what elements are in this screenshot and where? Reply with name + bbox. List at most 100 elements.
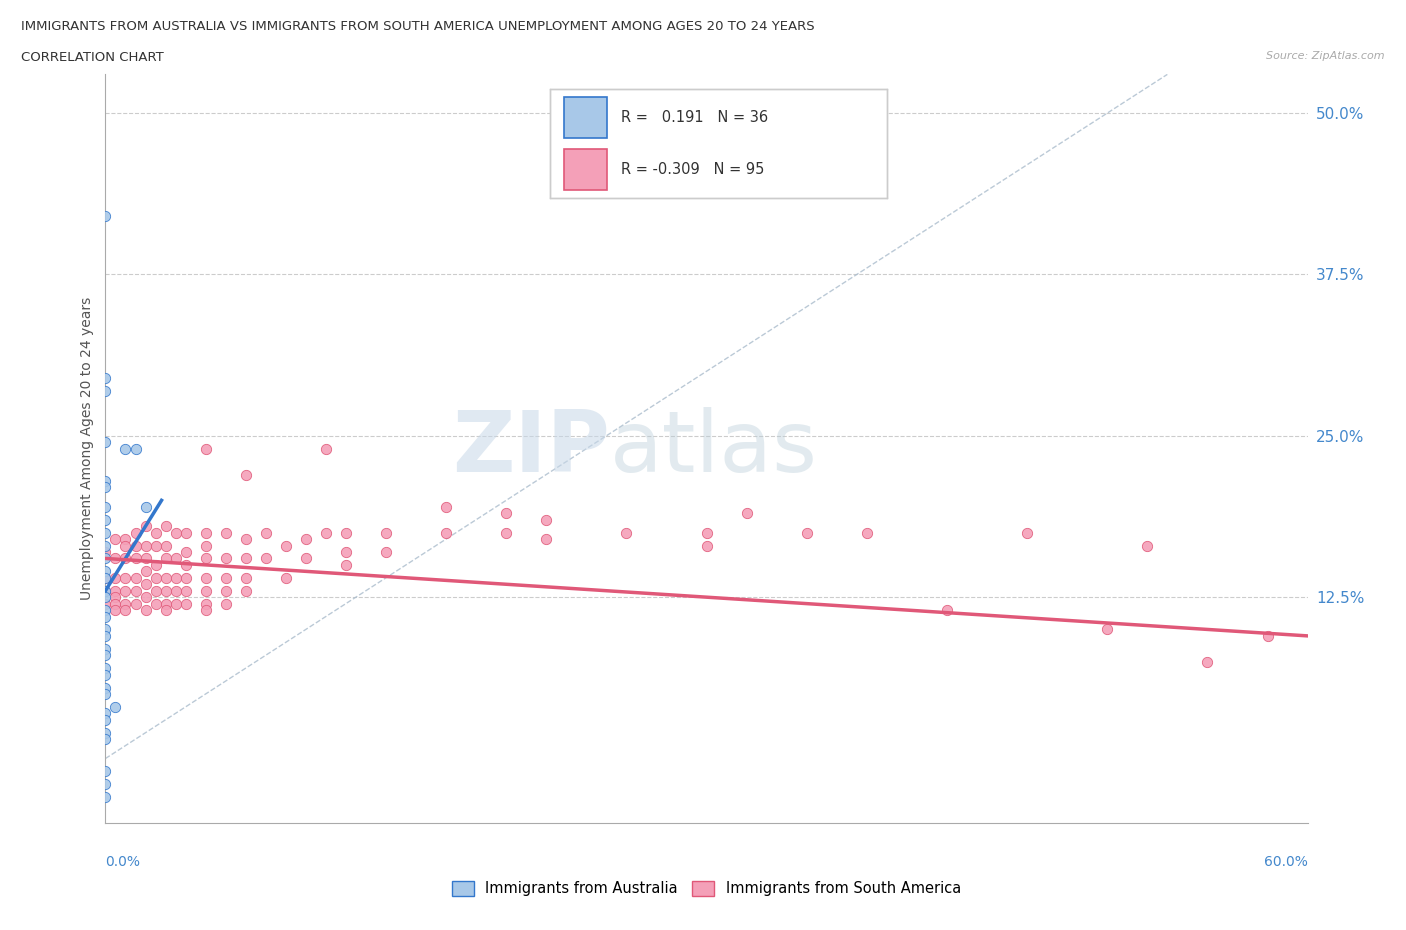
- Point: [274, 538, 297, 553]
- Point: [94, 383, 117, 398]
- Point: [124, 442, 146, 457]
- Text: R =   0.191   N = 36: R = 0.191 N = 36: [621, 110, 768, 126]
- Point: [94, 596, 117, 611]
- Point: [315, 442, 337, 457]
- Point: [1136, 538, 1159, 553]
- Point: [124, 583, 146, 598]
- Point: [114, 570, 136, 585]
- Point: [1097, 622, 1119, 637]
- Point: [335, 557, 357, 572]
- Point: [214, 551, 236, 565]
- Point: [104, 590, 127, 604]
- Point: [94, 499, 117, 514]
- Point: [94, 564, 117, 578]
- Point: [94, 480, 117, 495]
- Point: [155, 519, 177, 534]
- Point: [194, 525, 217, 540]
- Point: [165, 551, 187, 565]
- Text: atlas: atlas: [610, 407, 818, 490]
- Point: [94, 777, 117, 791]
- Point: [434, 525, 457, 540]
- Point: [165, 570, 187, 585]
- Text: Source: ZipAtlas.com: Source: ZipAtlas.com: [1267, 51, 1385, 61]
- Point: [155, 603, 177, 618]
- Point: [274, 570, 297, 585]
- Point: [124, 551, 146, 565]
- Point: [214, 583, 236, 598]
- Point: [434, 499, 457, 514]
- Point: [696, 525, 718, 540]
- Point: [194, 596, 217, 611]
- Point: [124, 596, 146, 611]
- Point: [155, 583, 177, 598]
- Point: [235, 570, 257, 585]
- Point: [796, 525, 818, 540]
- Point: [335, 525, 357, 540]
- Point: [94, 629, 117, 644]
- Point: [135, 519, 157, 534]
- Point: [104, 596, 127, 611]
- Bar: [564, 149, 607, 191]
- Legend: Immigrants from Australia, Immigrants from South America: Immigrants from Australia, Immigrants fr…: [446, 875, 967, 902]
- Point: [94, 545, 117, 560]
- Point: [94, 660, 117, 675]
- Point: [374, 545, 398, 560]
- Point: [94, 686, 117, 701]
- Point: [235, 551, 257, 565]
- Point: [174, 545, 197, 560]
- Point: [235, 583, 257, 598]
- Point: [124, 570, 146, 585]
- Point: [214, 570, 236, 585]
- Point: [104, 570, 127, 585]
- Point: [616, 525, 638, 540]
- Point: [374, 525, 398, 540]
- Point: [94, 538, 117, 553]
- Point: [235, 532, 257, 547]
- Point: [145, 557, 167, 572]
- Point: [194, 551, 217, 565]
- Point: [194, 570, 217, 585]
- Point: [94, 725, 117, 740]
- Point: [94, 551, 117, 565]
- Point: [855, 525, 877, 540]
- Point: [155, 538, 177, 553]
- Point: [104, 583, 127, 598]
- Point: [145, 596, 167, 611]
- Point: [114, 532, 136, 547]
- Text: CORRELATION CHART: CORRELATION CHART: [21, 51, 165, 64]
- Point: [145, 570, 167, 585]
- Point: [94, 680, 117, 695]
- Point: [194, 603, 217, 618]
- Point: [104, 551, 127, 565]
- Point: [104, 699, 127, 714]
- Point: [155, 570, 177, 585]
- Point: [94, 570, 117, 585]
- Point: [94, 648, 117, 663]
- Point: [94, 512, 117, 527]
- Text: ZIP: ZIP: [453, 407, 610, 490]
- Point: [174, 525, 197, 540]
- Point: [94, 764, 117, 778]
- Point: [114, 551, 136, 565]
- Point: [495, 506, 517, 521]
- Point: [145, 525, 167, 540]
- Point: [534, 512, 557, 527]
- Point: [165, 525, 187, 540]
- Point: [94, 570, 117, 585]
- Point: [174, 583, 197, 598]
- Point: [135, 551, 157, 565]
- Point: [114, 442, 136, 457]
- Point: [135, 590, 157, 604]
- Point: [1017, 525, 1039, 540]
- Point: [114, 596, 136, 611]
- Point: [94, 435, 117, 450]
- Point: [194, 442, 217, 457]
- Point: [94, 473, 117, 488]
- Point: [135, 564, 157, 578]
- Point: [94, 370, 117, 385]
- Point: [214, 596, 236, 611]
- Point: [135, 603, 157, 618]
- Point: [104, 603, 127, 618]
- Point: [155, 596, 177, 611]
- Point: [94, 712, 117, 727]
